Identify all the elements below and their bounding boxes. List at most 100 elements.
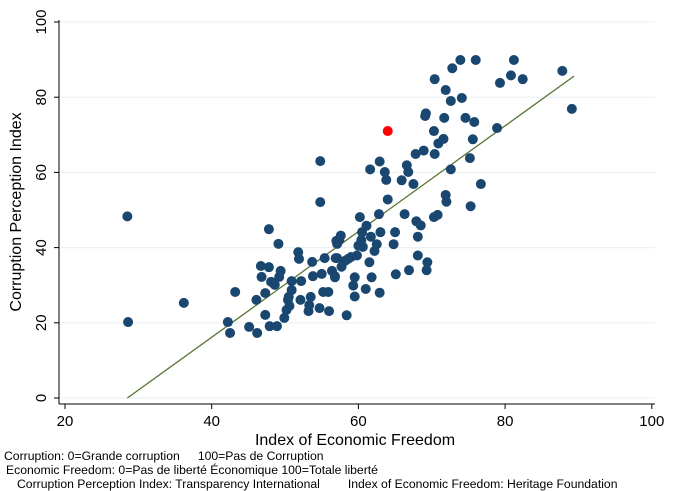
data-point	[465, 201, 476, 212]
data-point	[252, 327, 263, 338]
data-point	[381, 174, 392, 185]
x-tick-label: 60	[350, 413, 367, 430]
data-point	[408, 179, 419, 190]
data-point	[445, 164, 456, 175]
x-tick-label: 20	[57, 413, 74, 430]
data-point	[357, 227, 368, 238]
note-sources: Corruption Perception Index: Transparenc…	[17, 478, 617, 491]
data-point	[403, 167, 414, 178]
data-point	[382, 194, 393, 205]
x-tick-label: 40	[203, 413, 220, 430]
data-point	[418, 145, 429, 156]
data-point	[365, 231, 376, 242]
y-tick-label: 0	[33, 394, 50, 402]
data-point	[263, 262, 274, 273]
y-tick-label: 80	[33, 89, 50, 106]
data-point	[429, 74, 440, 85]
x-tick-label: 80	[497, 413, 514, 430]
data-point	[447, 63, 458, 74]
data-point	[470, 54, 481, 65]
data-point	[428, 126, 439, 137]
data-point	[323, 286, 334, 297]
data-point	[467, 134, 478, 145]
data-point	[365, 164, 376, 175]
data-point	[251, 294, 262, 305]
data-point	[286, 285, 297, 296]
data-point	[396, 175, 407, 186]
data-point	[341, 310, 352, 321]
data-point	[263, 224, 274, 235]
y-tick-label: 60	[33, 164, 50, 181]
data-point	[331, 235, 342, 246]
data-point	[305, 291, 316, 302]
data-point	[464, 153, 475, 164]
data-point	[508, 54, 519, 65]
data-point	[264, 321, 275, 332]
data-point	[307, 256, 318, 267]
data-point	[354, 212, 365, 223]
data-point	[412, 250, 423, 261]
data-point	[433, 138, 444, 149]
data-point	[269, 279, 280, 290]
data-point	[445, 95, 456, 106]
data-point	[273, 238, 284, 249]
data-point	[244, 321, 255, 332]
data-point	[346, 252, 357, 262]
data-point	[314, 303, 325, 314]
data-point	[230, 286, 241, 297]
data-point	[432, 209, 443, 220]
data-point	[123, 317, 134, 328]
y-axis-label: Corruption Perception Index	[8, 112, 25, 311]
data-point	[404, 265, 415, 276]
data-point	[421, 265, 432, 276]
data-point	[374, 156, 385, 167]
data-point	[492, 123, 503, 134]
data-point	[178, 297, 189, 308]
data-point	[315, 156, 326, 167]
data-point	[256, 271, 267, 282]
data-point	[315, 197, 326, 208]
source-ief: Index of Economic Freedom: Heritage Foun…	[347, 477, 618, 491]
data-point	[557, 65, 568, 76]
source-cpi: Corruption Perception Index: Transparenc…	[17, 477, 320, 491]
data-point	[566, 103, 577, 114]
data-point	[369, 245, 380, 256]
data-point	[360, 283, 371, 294]
data-point	[439, 112, 450, 123]
data-point	[271, 321, 282, 332]
data-point	[494, 77, 505, 88]
data-point	[374, 287, 385, 298]
data-point	[260, 309, 271, 320]
data-point	[296, 276, 307, 287]
y-tick-label: 100	[33, 9, 50, 34]
data-point	[284, 300, 295, 311]
data-point	[517, 74, 528, 85]
data-point	[390, 269, 401, 280]
data-point	[275, 265, 286, 276]
y-tick-label: 40	[33, 239, 50, 256]
data-point	[388, 239, 399, 250]
note-freedom-scale: Economic Freedom: 0=Pas de liberté Écono…	[6, 463, 378, 477]
data-point	[475, 179, 486, 190]
data-point	[429, 148, 440, 159]
data-point	[304, 300, 315, 311]
data-point	[373, 209, 384, 220]
data-point	[390, 227, 401, 238]
data-point	[316, 268, 327, 279]
data-point	[379, 167, 390, 178]
data-point	[456, 92, 467, 103]
data-point	[324, 306, 335, 317]
data-point	[410, 148, 421, 159]
data-point	[348, 280, 359, 291]
data-point	[293, 253, 304, 264]
data-point	[349, 272, 360, 283]
data-point	[364, 257, 375, 268]
data-point	[307, 271, 318, 282]
data-point	[420, 111, 431, 121]
data-point	[225, 327, 236, 338]
y-tick-label: 20	[33, 314, 50, 331]
fit-line	[126, 75, 575, 399]
data-point	[319, 253, 330, 264]
data-point	[455, 54, 466, 65]
